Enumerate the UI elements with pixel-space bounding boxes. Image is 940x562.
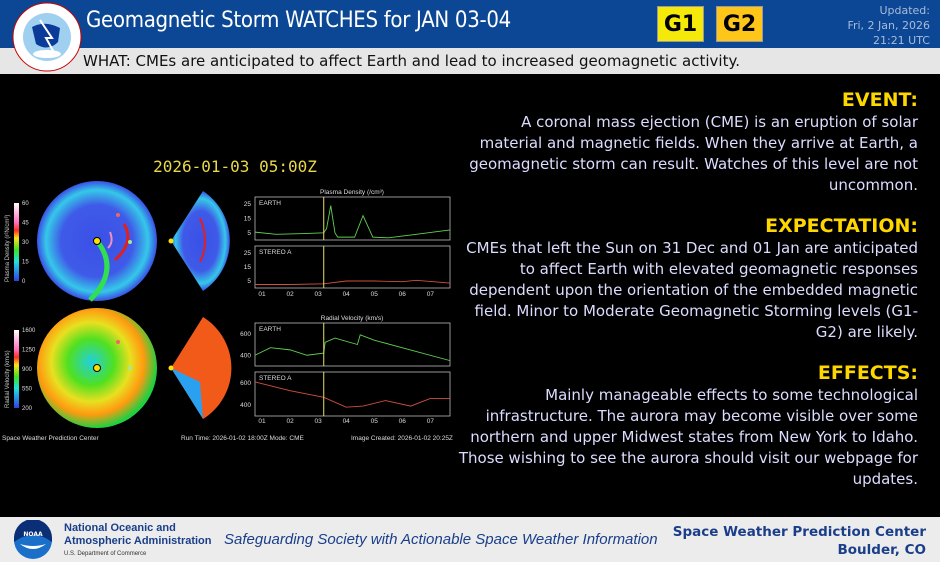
expectation-body: CMEs that left the Sun on 31 Dec and 01 … — [466, 239, 918, 341]
org-name-line2: Atmospheric Administration — [64, 535, 212, 547]
colorbar-tick: 15 — [22, 260, 29, 266]
updated-date: Fri, 2 Jan, 2026 — [847, 19, 930, 32]
earth-density-label: EARTH — [259, 200, 281, 207]
colorbar-tick: 1250 — [22, 348, 36, 354]
density-colorbar-label: Plasma Density (r²N/cm³) — [5, 215, 11, 282]
stereo-velocity-frame — [254, 371, 451, 417]
velocity-colorbar-label: Radial Velocity (km/s) — [5, 350, 11, 408]
what-summary: WHAT: CMEs are anticipated to affect Ear… — [0, 48, 940, 74]
colorbar-tick: 900 — [22, 367, 33, 373]
stereo-velocity-series-line — [254, 381, 450, 408]
velocity-colorbar-ticks: 1600 1250 900 550 200 — [22, 328, 36, 412]
page-title: Geomagnetic Storm WATCHES for JAN 03-04 — [86, 8, 511, 33]
colorbar-tick: 550 — [22, 387, 33, 393]
x-tick-label: 03 — [315, 291, 323, 298]
earth-velocity-label: EARTH — [259, 326, 281, 333]
x-tick-label: 04 — [343, 291, 351, 298]
effects-heading: EFFECTS: — [817, 362, 918, 384]
org-name-line1: National Oceanic and — [64, 522, 176, 534]
density-colorbar — [14, 203, 19, 281]
earth-density-series-line — [254, 205, 451, 239]
enlil-model-image: 2026-01-03 05:00Z Plasma Density (r²N/cm… — [2, 157, 453, 442]
y-tick-label: 5 — [247, 278, 251, 285]
velocity-plot-title: Radial Velocity (km/s) — [321, 315, 384, 322]
event-heading: EVENT: — [841, 89, 918, 111]
stereo-density-series-line — [255, 279, 451, 285]
x-tick-label: 01 — [258, 291, 266, 298]
dept-name: U.S. Department of Commerce — [64, 551, 147, 557]
updated-timestamp: Updated: Fri, 2 Jan, 2026 21:21 UTC — [847, 3, 930, 48]
event-body: A coronal mass ejection (CME) is an erup… — [469, 113, 918, 194]
x-tick-label: 03 — [315, 418, 323, 425]
colorbar-tick: 0 — [22, 279, 26, 285]
svg-text:NOAA: NOAA — [23, 531, 43, 538]
y-tick-label: 400 — [240, 352, 251, 359]
y-tick-label: 25 — [244, 201, 252, 208]
x-tick-label: 04 — [343, 418, 351, 425]
y-tick-label: 600 — [240, 380, 251, 387]
model-image-created: Image Created: 2026-01-02 20:25Z — [351, 435, 453, 442]
velocity-wedge — [171, 317, 232, 419]
g2-badge: G2 — [716, 6, 763, 42]
slogan: Safeguarding Society with Actionable Spa… — [224, 531, 658, 548]
colorbar-tick: 45 — [22, 221, 29, 227]
density-wedge — [171, 191, 230, 291]
x-tick-label: 07 — [427, 291, 435, 298]
model-timestamp: 2026-01-03 05:00Z — [153, 157, 317, 176]
footer: NOAA National Oceanic and Atmospheric Ad… — [0, 517, 940, 562]
y-tick-label: 25 — [244, 250, 252, 257]
stereo-marker-icon — [116, 213, 120, 217]
velocity-colorbar — [14, 330, 19, 408]
x-tick-label: 06 — [399, 418, 407, 425]
stereo-density-label: STEREO A — [259, 249, 292, 256]
x-tick-label: 05 — [371, 291, 379, 298]
x-tick-label: 02 — [286, 418, 294, 425]
earth-velocity-frame — [254, 322, 451, 367]
y-tick-label: 15 — [244, 216, 252, 223]
x-tick-label: 01 — [258, 418, 266, 425]
x-tick-label: 05 — [371, 418, 379, 425]
g1-badge: G1 — [657, 6, 704, 42]
density-plot-title: Plasma Density (/cm³) — [320, 189, 384, 196]
stereo-velocity-label: STEREO A — [259, 375, 292, 382]
x-tick-label: 02 — [286, 291, 294, 298]
colorbar-tick: 30 — [22, 240, 29, 246]
noaa-logo-icon: NOAA — [14, 520, 52, 559]
colorbar-tick: 1600 — [22, 328, 36, 334]
main-panel: 2026-01-03 05:00Z Plasma Density (r²N/cm… — [0, 74, 940, 517]
stereo-density-frame — [254, 245, 451, 289]
y-tick-label: 5 — [247, 230, 251, 237]
info-text: EVENT: A coronal mass ejection (CME) is … — [458, 88, 918, 508]
colorbar-tick: 200 — [22, 406, 33, 412]
model-credit: Space Weather Prediction Center — [2, 435, 100, 442]
y-tick-label: 15 — [244, 264, 252, 271]
earth-velocity-series-line — [254, 334, 451, 362]
model-run-time: Run Time: 2026-01-02 18:00Z Mode: CME — [181, 435, 305, 442]
expectation-heading: EXPECTATION: — [765, 215, 918, 237]
center-location: Boulder, CO — [837, 542, 926, 558]
nws-logo-icon — [12, 2, 82, 72]
y-tick-label: 600 — [240, 331, 251, 338]
colorbar-tick: 60 — [22, 201, 29, 207]
header-bar: Geomagnetic Storm WATCHES for JAN 03-04 … — [0, 0, 940, 48]
updated-label: Updated: — [879, 4, 930, 17]
earth-density-frame — [254, 196, 451, 241]
density-colorbar-ticks: 60 45 30 15 0 — [22, 201, 29, 285]
sun-marker-icon — [93, 237, 101, 245]
y-tick-label: 400 — [240, 402, 251, 409]
x-tick-label: 06 — [399, 291, 407, 298]
center-name: Space Weather Prediction Center — [672, 524, 926, 540]
earth-marker-icon — [128, 240, 132, 244]
updated-time: 21:21 UTC — [872, 34, 930, 47]
effects-body: Mainly manageable effects to some techno… — [458, 386, 918, 488]
x-tick-label: 07 — [427, 418, 435, 425]
